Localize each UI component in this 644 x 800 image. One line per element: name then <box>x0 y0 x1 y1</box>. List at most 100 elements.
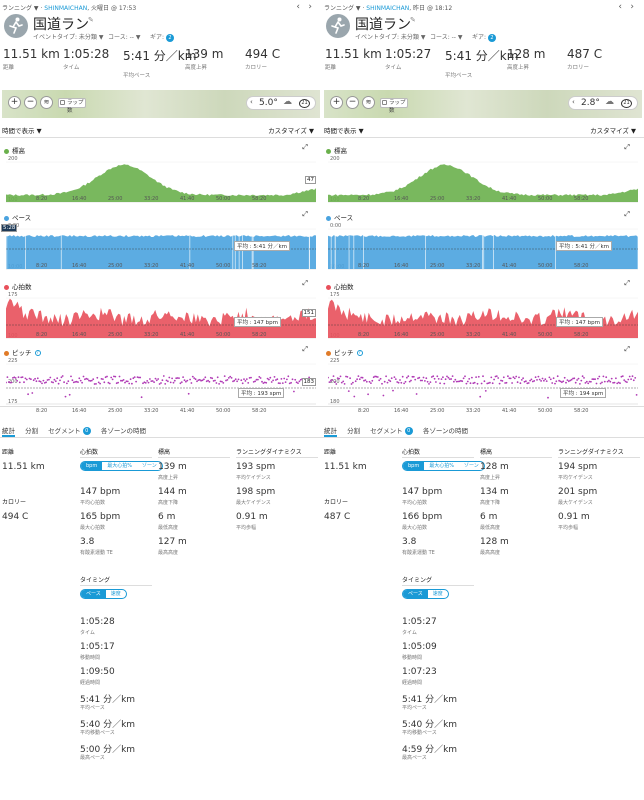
view-mode-select[interactable]: 時間で表示 ▼ <box>324 127 364 135</box>
expand-chart-icon[interactable]: ⤢ <box>302 143 308 151</box>
stat-label: 高度上昇 <box>507 65 530 71</box>
customize-button[interactable]: カスタマイズ ▼ <box>268 127 314 135</box>
cadence-point <box>466 380 469 383</box>
hr-unit-option[interactable]: 最大心拍% <box>107 463 132 469</box>
expand-chart-icon[interactable]: ⤢ <box>302 279 308 287</box>
cadence-point <box>458 380 461 383</box>
hr-unit-option[interactable]: 最大心拍% <box>429 463 454 469</box>
cadence-point <box>526 382 529 385</box>
zoom-in-button[interactable]: + <box>330 96 343 109</box>
gear-info[interactable]: ギア: 2 <box>150 32 174 42</box>
customize-button[interactable]: カスタマイズ ▼ <box>590 127 636 135</box>
edit-pencil-icon[interactable]: ✎ <box>88 16 94 24</box>
hr-unit-toggle[interactable]: bpm 最大心拍% ゾーン <box>402 461 485 471</box>
expand-chart-icon[interactable]: ⤢ <box>302 210 308 218</box>
course-select[interactable]: コース: -- ▼ <box>108 34 141 41</box>
expand-chart-icon[interactable]: ⤢ <box>302 345 308 353</box>
gear-info[interactable]: ギア: 2 <box>472 32 496 42</box>
cadence-point <box>443 382 446 385</box>
pace-speed-toggle[interactable]: ペース 速度 <box>402 589 449 599</box>
cadence-point <box>410 379 412 382</box>
cadence-point <box>392 389 394 392</box>
next-activity-icon[interactable]: › <box>308 2 312 12</box>
help-icon[interactable]: ? <box>34 350 41 356</box>
breadcrumb-user[interactable]: SHINMAICHAN <box>44 5 88 12</box>
cadence-point <box>396 381 399 383</box>
pace-speed-option[interactable]: 速度 <box>432 591 443 597</box>
tab-stats[interactable]: 統計 <box>2 427 15 437</box>
tab-zones[interactable]: 各ゾーンの時間 <box>422 427 468 435</box>
course-select[interactable]: コース: -- ▼ <box>430 34 463 41</box>
cadence-point <box>580 379 583 382</box>
activity-title[interactable]: 国道ラン <box>33 17 89 33</box>
x-tick-label: 41:40 <box>502 196 516 202</box>
hr-unit-option[interactable]: ゾーン <box>463 463 479 469</box>
cloud-icon: ☁ <box>283 97 292 107</box>
pace-speed-option[interactable]: ペース <box>403 590 428 598</box>
layers-icon[interactable]: ≋ <box>362 96 375 109</box>
cadence-point <box>547 396 549 399</box>
edit-pencil-icon[interactable]: ✎ <box>410 16 416 24</box>
prev-activity-icon[interactable]: ‹ <box>296 2 300 12</box>
tab-laps[interactable]: 分割 <box>347 427 361 435</box>
expand-chart-icon[interactable]: ⤢ <box>624 279 630 287</box>
next-activity-icon[interactable]: › <box>630 2 634 12</box>
breadcrumb-category[interactable]: ランニング <box>324 5 355 12</box>
chart-cadence[interactable]: 2251802008:2016:4025:0033:2041:4050:0058… <box>328 356 638 414</box>
laps-checkbox[interactable]: ラップ数 <box>58 98 86 114</box>
cadence-point <box>345 375 347 378</box>
hr-unit-toggle[interactable]: bpm 最大心拍% ゾーン <box>80 461 163 471</box>
help-icon[interactable]: ? <box>356 350 363 356</box>
x-tick-label: 33:20 <box>466 408 480 414</box>
view-mode-select[interactable]: 時間で表示 ▼ <box>2 127 42 135</box>
zoom-out-button[interactable]: − <box>24 96 37 109</box>
cadence-point <box>28 377 31 380</box>
pace-speed-option[interactable]: 速度 <box>110 591 121 597</box>
laps-checkbox[interactable]: ラップ数 <box>380 98 408 114</box>
map-strip[interactable]: + − ≋ ラップ数 ‹ 5.0° ☁ 21 <box>2 90 320 118</box>
prev-activity-icon[interactable]: ‹ <box>618 2 622 12</box>
x-tick-label: 50:00 <box>538 196 552 202</box>
cadence-point <box>605 376 608 379</box>
zoom-in-button[interactable]: + <box>8 96 21 109</box>
hr-stat-value: 165 bpm <box>80 512 121 522</box>
chart-pace-title: ペース <box>4 212 31 222</box>
pace-speed-toggle[interactable]: ペース 速度 <box>80 589 127 599</box>
tab-segments[interactable]: セグメント 0 <box>370 427 413 435</box>
x-tick-label: 16:40 <box>394 196 408 202</box>
event-type-select[interactable]: イベントタイプ: 未分類 ▼ <box>33 34 104 41</box>
chart-cadence[interactable]: 225 175 200 8:20 16:40 25:00 33:20 41:40 50:00 58… <box>6 356 316 414</box>
hr-unit-option[interactable]: bpm <box>81 462 103 470</box>
cadence-point <box>61 375 64 377</box>
tab-zones[interactable]: 各ゾーンの時間 <box>100 427 146 435</box>
cadence-point <box>46 379 49 381</box>
activity-title[interactable]: 国道ラン <box>355 17 411 33</box>
expand-chart-icon[interactable]: ⤢ <box>624 210 630 218</box>
hr-section-header: 心拍数 <box>402 449 421 456</box>
expand-chart-icon[interactable]: ⤢ <box>624 143 630 151</box>
tab-stats[interactable]: 統計 <box>324 427 337 437</box>
x-tick-label: 50:00 <box>216 408 230 414</box>
cadence-point <box>185 380 187 383</box>
hr-unit-option[interactable]: bpm <box>403 462 425 470</box>
pace-speed-option[interactable]: ペース <box>81 590 106 598</box>
tab-laps[interactable]: 分割 <box>25 427 39 435</box>
cadence-point <box>169 381 172 384</box>
zoom-out-button[interactable]: − <box>346 96 359 109</box>
map-strip[interactable]: + − ≋ ラップ数 ‹ 2.8° ☁ 21 <box>324 90 642 118</box>
event-type-select[interactable]: イベントタイプ: 未分類 ▼ <box>355 34 426 41</box>
breadcrumb-category[interactable]: ランニング <box>2 5 33 12</box>
layers-icon[interactable]: ≋ <box>40 96 53 109</box>
expand-chart-icon[interactable]: ⤢ <box>624 345 630 353</box>
cadence-point <box>626 381 628 383</box>
cadence-point <box>602 375 605 378</box>
cadence-point <box>555 380 558 383</box>
tab-segments[interactable]: セグメント 0 <box>48 427 91 435</box>
breadcrumb-user[interactable]: SHINMAICHAN <box>366 5 410 12</box>
cadence-point <box>172 381 175 384</box>
hr-unit-option[interactable]: ゾーン <box>141 463 157 469</box>
